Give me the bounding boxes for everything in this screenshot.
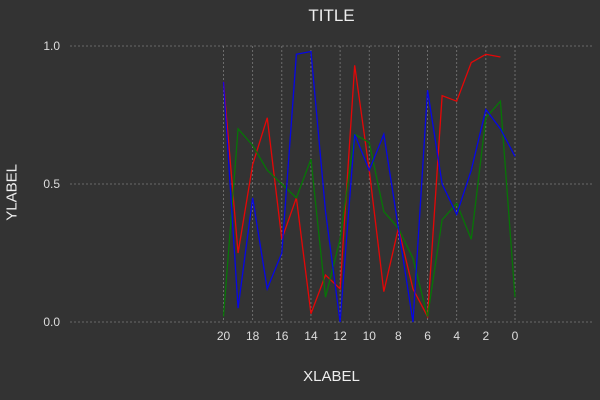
svg-text:4: 4: [453, 329, 460, 343]
svg-text:16: 16: [275, 329, 289, 343]
svg-text:14: 14: [304, 329, 318, 343]
svg-text:12: 12: [333, 329, 347, 343]
svg-text:0: 0: [512, 329, 519, 343]
svg-text:20: 20: [217, 329, 231, 343]
svg-text:0.5: 0.5: [43, 177, 60, 191]
svg-text:18: 18: [246, 329, 260, 343]
svg-text:10: 10: [363, 329, 377, 343]
svg-text:1.0: 1.0: [43, 39, 60, 53]
svg-text:6: 6: [424, 329, 431, 343]
svg-text:8: 8: [395, 329, 402, 343]
svg-text:0.0: 0.0: [43, 315, 60, 329]
svg-text:2: 2: [483, 329, 490, 343]
